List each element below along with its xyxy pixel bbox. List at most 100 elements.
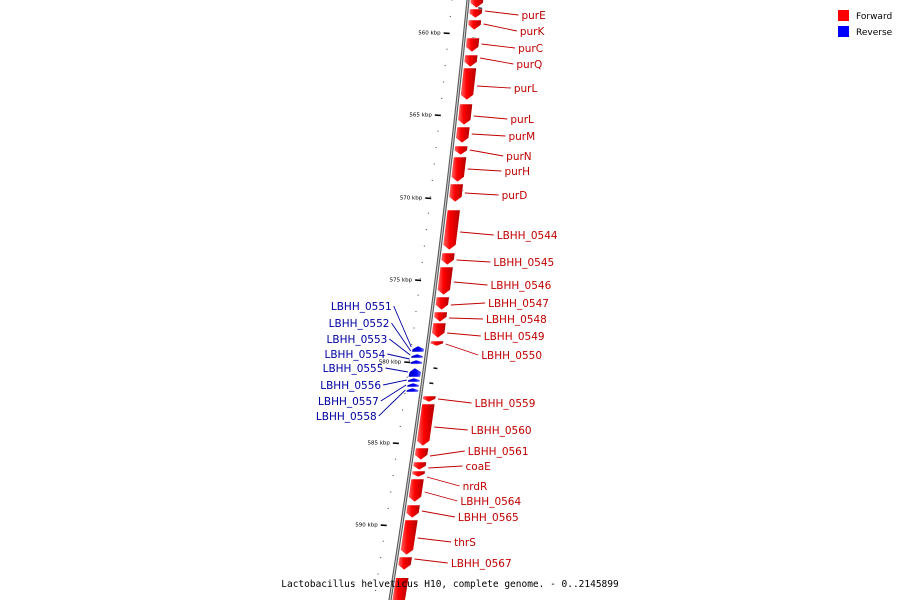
forward-gene-label[interactable]: purC: [518, 43, 543, 55]
legend-item-forward[interactable]: Forward: [838, 10, 892, 22]
forward-gene-arrow[interactable]: [422, 395, 437, 403]
forward-gene-arrow[interactable]: [400, 519, 419, 556]
forward-leader-line: [424, 491, 458, 502]
legend-item-reverse[interactable]: Reverse: [838, 26, 893, 38]
forward-gene-arrow[interactable]: [455, 126, 471, 144]
forward-leader-line: [450, 302, 486, 306]
reverse-leader-line: [378, 389, 406, 417]
reverse-gene-arrow[interactable]: [406, 382, 420, 388]
forward-gene-arrow[interactable]: [416, 403, 436, 447]
forward-gene-label[interactable]: purQ: [516, 59, 542, 71]
forward-gene-arrow[interactable]: [463, 54, 479, 68]
forward-leader-line: [481, 43, 516, 49]
forward-gene-arrow[interactable]: [429, 340, 444, 347]
forward-gene-arrow[interactable]: [411, 470, 426, 478]
forward-leader-line: [469, 149, 504, 157]
reverse-gene-arrow[interactable]: [411, 345, 425, 353]
genome-backbone: [388, 0, 470, 600]
forward-leader-line: [456, 259, 491, 263]
forward-gene-arrow[interactable]: [433, 311, 448, 323]
forward-leader-line: [467, 168, 502, 172]
reverse-leader-line: [389, 338, 411, 356]
forward-gene-label[interactable]: purH: [504, 166, 530, 178]
forward-gene-arrow[interactable]: [436, 266, 454, 296]
forward-gene-label[interactable]: purD: [502, 190, 528, 202]
reverse-leader-line: [385, 367, 408, 373]
reverse-gene-label[interactable]: LBHH_0553: [327, 334, 388, 346]
forward-gene-arrow[interactable]: [453, 145, 469, 156]
reverse-gene-label[interactable]: LBHH_0558: [316, 411, 377, 423]
forward-gene-label[interactable]: LBHH_0548: [486, 314, 547, 326]
forward-gene-arrow[interactable]: [450, 156, 467, 183]
reverse-gene-label[interactable]: LBHH_0555: [323, 363, 384, 375]
forward-gene-arrow[interactable]: [468, 8, 483, 19]
forward-leader-line: [438, 398, 472, 404]
forward-gene-label[interactable]: LBHH_0550: [481, 350, 542, 362]
forward-gene-label[interactable]: LBHH_0567: [451, 558, 512, 570]
forward-gene-label[interactable]: LBHH_0544: [497, 230, 558, 242]
forward-leader-line: [473, 115, 508, 120]
reverse-gene-label[interactable]: LBHH_0554: [325, 349, 386, 361]
reverse-gene-label[interactable]: LBHH_0551: [331, 301, 392, 313]
forward-gene-label[interactable]: purE: [521, 10, 545, 22]
reverse-gene-arrow[interactable]: [409, 359, 423, 365]
legend-label-forward: Forward: [856, 12, 892, 22]
reverse-gene-arrow[interactable]: [405, 387, 420, 393]
forward-gene-label[interactable]: LBHH_0547: [488, 298, 549, 310]
reverse-gene-label[interactable]: LBHH_0552: [329, 318, 390, 330]
scale-tick: [425, 197, 432, 200]
reverse-gene-arrow[interactable]: [410, 353, 424, 359]
backbone-highlight: [389, 0, 469, 600]
forward-gene-arrow[interactable]: [448, 183, 464, 203]
forward-gene-label[interactable]: LBHH_0564: [460, 496, 521, 508]
forward-gene-label[interactable]: LBHH_0561: [468, 446, 529, 458]
scale-tick: [392, 442, 399, 445]
forward-leader-line: [477, 85, 511, 89]
forward-leader-line: [479, 57, 514, 65]
forward-gene-arrow[interactable]: [431, 322, 447, 339]
forward-gene-label[interactable]: LBHH_0565: [458, 512, 519, 524]
scale-tick-label: 570 kbp: [400, 196, 423, 202]
forward-gene-arrow[interactable]: [465, 37, 480, 53]
scale-tick: [443, 32, 450, 35]
forward-gene-arrow[interactable]: [440, 252, 456, 266]
reverse-gene-label[interactable]: LBHH_0557: [318, 396, 379, 408]
forward-leader-line: [417, 537, 452, 543]
forward-gene-label[interactable]: LBHH_0560: [471, 425, 532, 437]
forward-gene-arrow[interactable]: [405, 504, 421, 519]
forward-leader-line: [429, 450, 465, 457]
forward-gene-arrow[interactable]: [412, 461, 427, 471]
forward-gene-arrow[interactable]: [392, 578, 409, 600]
reverse-gene-arrow[interactable]: [407, 367, 422, 378]
forward-gene-arrow[interactable]: [469, 0, 484, 9]
scale-tick: [380, 524, 387, 527]
forward-gene-label[interactable]: coaE: [466, 461, 491, 473]
forward-gene-arrow[interactable]: [460, 67, 477, 101]
forward-gene-label[interactable]: purL: [514, 83, 538, 95]
reverse-swatch: [838, 26, 849, 37]
forward-gene-label[interactable]: thrS: [454, 537, 476, 549]
legend-label-reverse: Reverse: [856, 28, 893, 38]
forward-gene-label[interactable]: LBHH_0546: [490, 280, 551, 292]
forward-gene-label[interactable]: purK: [520, 26, 546, 38]
reverse-gene-arrow[interactable]: [407, 377, 421, 383]
forward-gene-label[interactable]: LBHH_0559: [475, 398, 536, 410]
forward-leader-line: [445, 343, 479, 356]
forward-gene-arrow[interactable]: [442, 209, 461, 251]
reverse-leader-line: [382, 379, 407, 386]
forward-gene-label[interactable]: purN: [506, 151, 532, 163]
forward-leader-line: [447, 332, 481, 337]
forward-gene-arrow[interactable]: [434, 296, 450, 311]
forward-gene-arrow[interactable]: [457, 103, 473, 126]
forward-gene-label[interactable]: LBHH_0549: [484, 331, 545, 343]
forward-gene-label[interactable]: nrdR: [463, 481, 488, 493]
forward-gene-label[interactable]: LBHH_0545: [493, 257, 554, 269]
forward-gene-arrow[interactable]: [397, 556, 413, 571]
forward-leader-line: [449, 317, 484, 320]
reverse-gene-label[interactable]: LBHH_0556: [320, 380, 381, 392]
forward-gene-label[interactable]: purL: [510, 114, 534, 126]
forward-gene-arrow[interactable]: [467, 19, 482, 31]
forward-gene-arrow[interactable]: [414, 447, 430, 461]
forward-gene-label[interactable]: purM: [508, 131, 535, 143]
forward-gene-arrow[interactable]: [408, 478, 425, 503]
